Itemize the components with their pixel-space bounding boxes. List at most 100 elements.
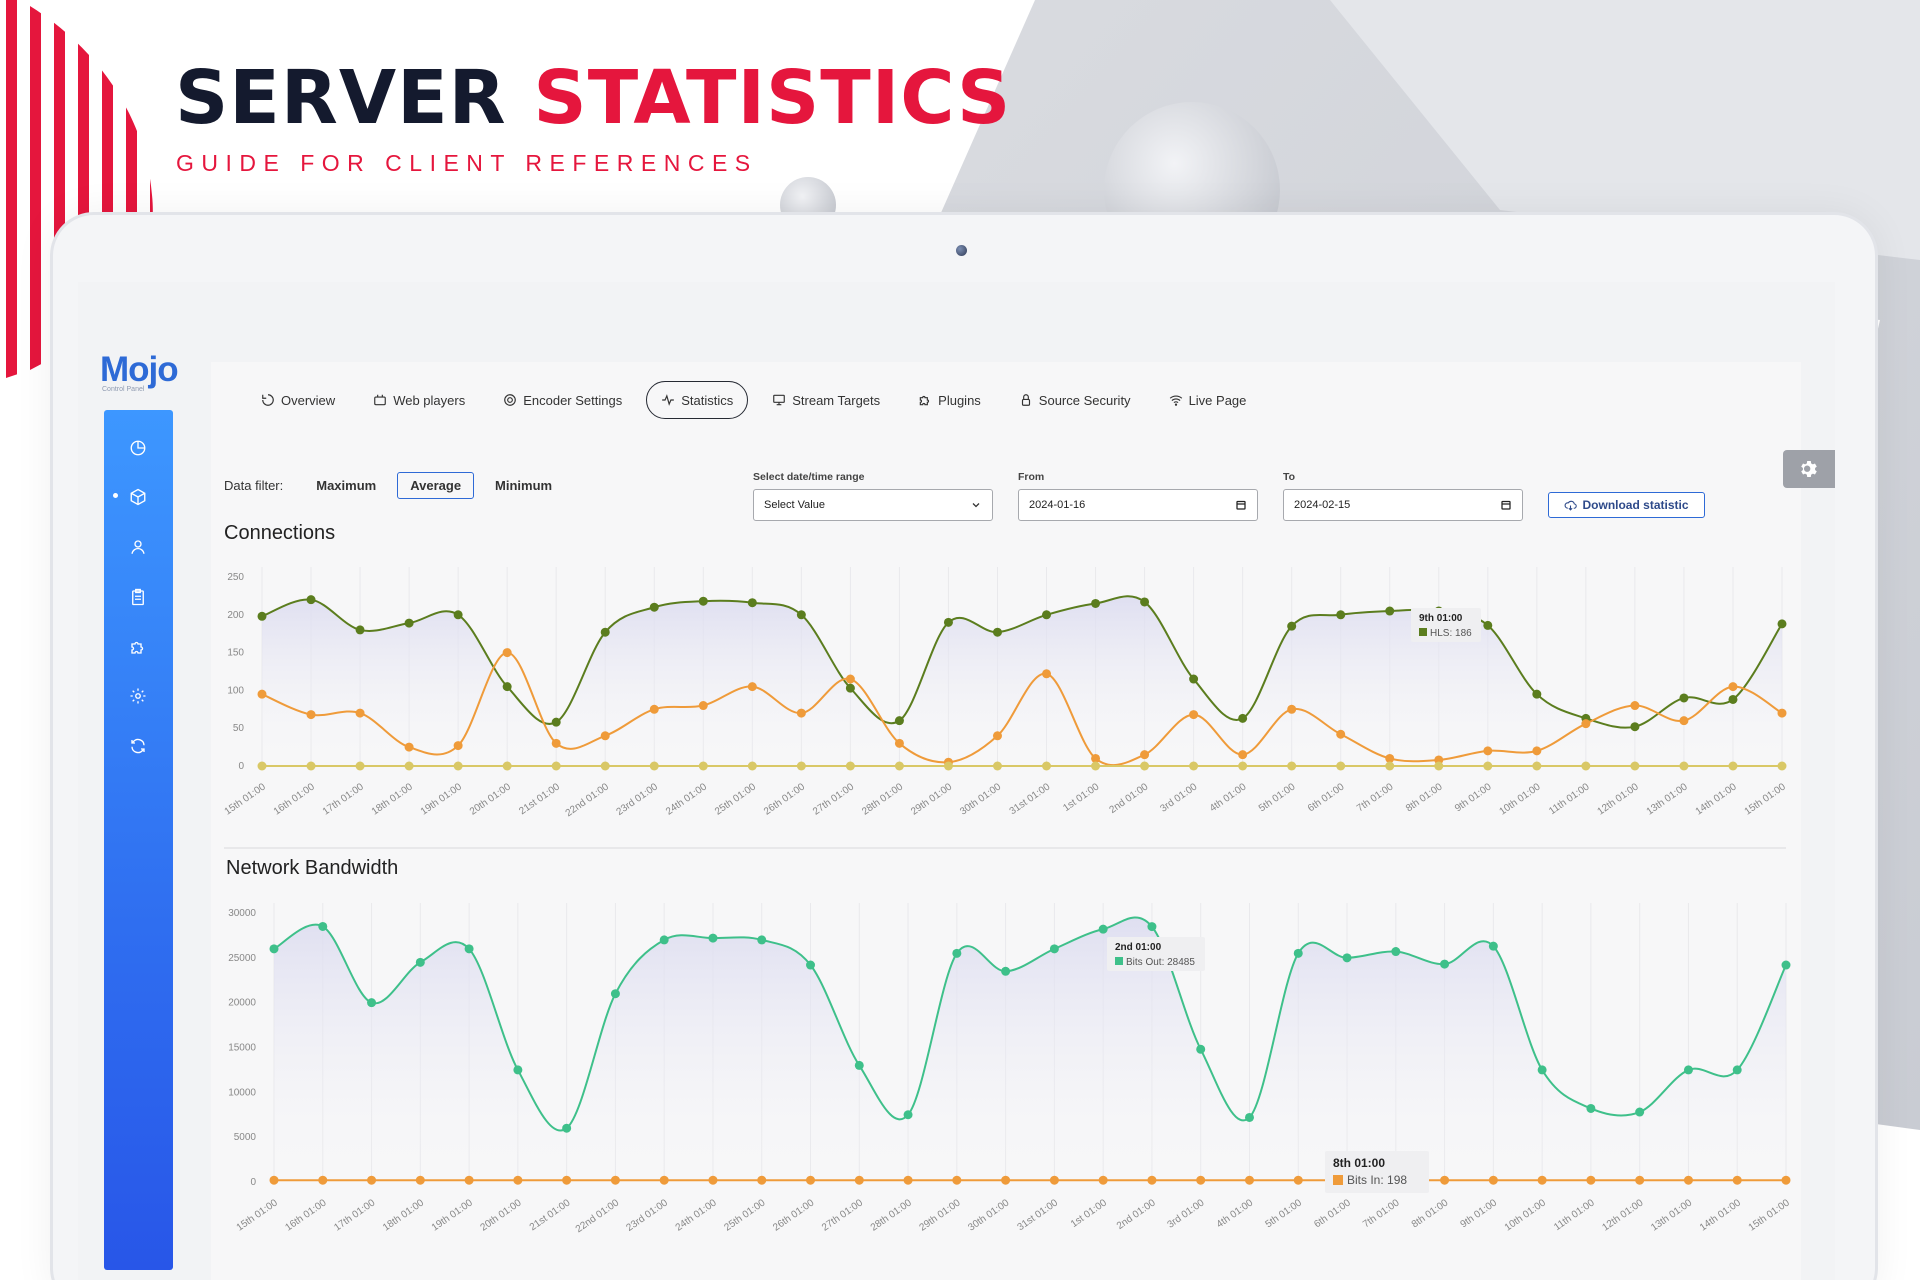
data-point	[562, 1123, 572, 1133]
data-point	[952, 948, 962, 958]
tab-label: Web players	[393, 392, 466, 408]
data-point	[551, 717, 561, 727]
data-point	[1238, 750, 1248, 760]
data-point	[903, 1175, 913, 1185]
x-tick-label: 22nd 01:00	[564, 781, 612, 819]
data-point	[806, 1175, 816, 1185]
data-point	[1287, 621, 1297, 631]
connections-title: Connections	[224, 522, 336, 544]
data-point	[1091, 598, 1101, 608]
settings-toggle-button[interactable]	[1783, 450, 1835, 488]
tooltip-swatch	[1419, 628, 1427, 636]
sidebar-item-dashboard[interactable]	[126, 436, 150, 460]
app-logo[interactable]: Mojo Control Panel	[100, 352, 190, 402]
y-tick-label: 0	[238, 761, 244, 772]
x-tick-label: 12th 01:00	[1596, 781, 1641, 817]
sidebar-item-reports[interactable]	[126, 585, 150, 609]
data-point	[757, 1175, 767, 1185]
sidebar-item-plugins[interactable]	[126, 635, 150, 659]
tooltip-text: HLS: 186	[1430, 628, 1472, 639]
filter-minimum-button[interactable]: Minimum	[495, 478, 553, 493]
gear-icon	[1801, 461, 1817, 477]
main-panel: Overview Web players Encoder Settings St…	[211, 362, 1801, 1280]
data-point	[1537, 1065, 1547, 1075]
data-point	[1483, 620, 1493, 630]
data-point	[1630, 761, 1640, 771]
tab-web-players[interactable]: Web players	[359, 381, 479, 419]
tab-overview[interactable]: Overview	[247, 381, 349, 419]
from-label: From	[1018, 471, 1045, 483]
data-point	[1001, 1175, 1011, 1185]
x-tick-label: 17th 01:00	[321, 781, 366, 817]
tab-source-security[interactable]: Source Security	[1005, 381, 1145, 419]
download-label: Download statistic	[1582, 498, 1689, 512]
data-point	[1440, 1175, 1450, 1185]
from-date-input[interactable]: 2024-01-16	[1018, 489, 1258, 521]
data-filter: Data filter: Maximum Average Minimum	[224, 472, 573, 499]
x-tick-label: 4th 01:00	[1208, 781, 1249, 814]
tab-statistics[interactable]: Statistics	[646, 381, 749, 419]
data-point	[806, 960, 816, 970]
tooltip-swatch	[1333, 1175, 1343, 1185]
filter-maximum-button[interactable]: Maximum	[316, 478, 377, 493]
data-point	[367, 1175, 377, 1185]
chart-tooltip: 8th 01:00 Bits In: 198	[1325, 1151, 1429, 1193]
tab-plugins[interactable]: Plugins	[904, 381, 995, 419]
x-tick-label: 9th 01:00	[1459, 1197, 1500, 1230]
x-tick-label: 13th 01:00	[1649, 1197, 1694, 1233]
data-point	[845, 674, 855, 684]
x-tick-label: 2nd 01:00	[1108, 781, 1151, 816]
data-point	[1336, 610, 1346, 620]
data-point	[747, 761, 757, 771]
data-point	[1140, 761, 1150, 771]
sidebar	[104, 410, 173, 1270]
data-point	[502, 761, 512, 771]
sidebar-item-settings[interactable]	[126, 684, 150, 708]
data-point	[1777, 619, 1787, 629]
user-icon	[131, 540, 145, 554]
data-point	[1238, 713, 1248, 723]
data-point	[562, 1175, 572, 1185]
data-point	[318, 1175, 328, 1185]
data-point	[464, 1175, 474, 1185]
puzzle-icon	[131, 641, 144, 654]
x-tick-label: 7th 01:00	[1361, 1197, 1402, 1230]
data-point	[1147, 922, 1157, 932]
bandwidth-chart: 0 5000 10000 15000 20000 25000 30000 15th 01:00…	[228, 903, 1792, 1235]
tooltip-title: 2nd 01:00	[1115, 942, 1162, 953]
data-point	[1049, 1175, 1059, 1185]
wifi-icon	[1169, 395, 1182, 406]
sidebar-item-users[interactable]	[126, 535, 150, 559]
data-point	[1049, 944, 1059, 954]
data-point	[1728, 694, 1738, 704]
data-point	[992, 731, 1002, 741]
to-date-input[interactable]: 2024-02-15	[1283, 489, 1523, 521]
data-point	[610, 989, 620, 999]
data-point	[1189, 710, 1199, 720]
data-point	[1483, 746, 1493, 756]
data-point	[502, 682, 512, 692]
tab-label: Source Security	[1038, 392, 1131, 408]
download-statistic-button[interactable]: Download statistic	[1548, 492, 1705, 518]
data-point	[551, 738, 561, 748]
range-select[interactable]: Select Value	[753, 489, 993, 521]
filter-average-button[interactable]: Average	[397, 472, 475, 499]
hero-title: SERVER STATISTICS	[175, 55, 1011, 141]
sidebar-item-streams[interactable]	[126, 485, 150, 509]
tab-live-page[interactable]: Live Page	[1155, 381, 1261, 419]
y-tick-label: 15000	[228, 1043, 256, 1054]
sidebar-item-sync[interactable]	[126, 734, 150, 758]
data-point	[1244, 1112, 1254, 1122]
x-tick-label: 27th 01:00	[820, 1197, 865, 1233]
x-tick-label: 20th 01:00	[468, 781, 513, 817]
data-point	[1679, 693, 1689, 703]
data-point	[404, 618, 414, 628]
x-tick-label: 21st 01:00	[517, 781, 562, 817]
tooltip-box	[1107, 937, 1205, 971]
data-filter-label: Data filter:	[224, 478, 284, 493]
data-point	[992, 627, 1002, 637]
data-point	[257, 761, 267, 771]
data-point	[1777, 761, 1787, 771]
tab-encoder-settings[interactable]: Encoder Settings	[489, 381, 636, 419]
tab-stream-targets[interactable]: Stream Targets	[758, 381, 894, 419]
